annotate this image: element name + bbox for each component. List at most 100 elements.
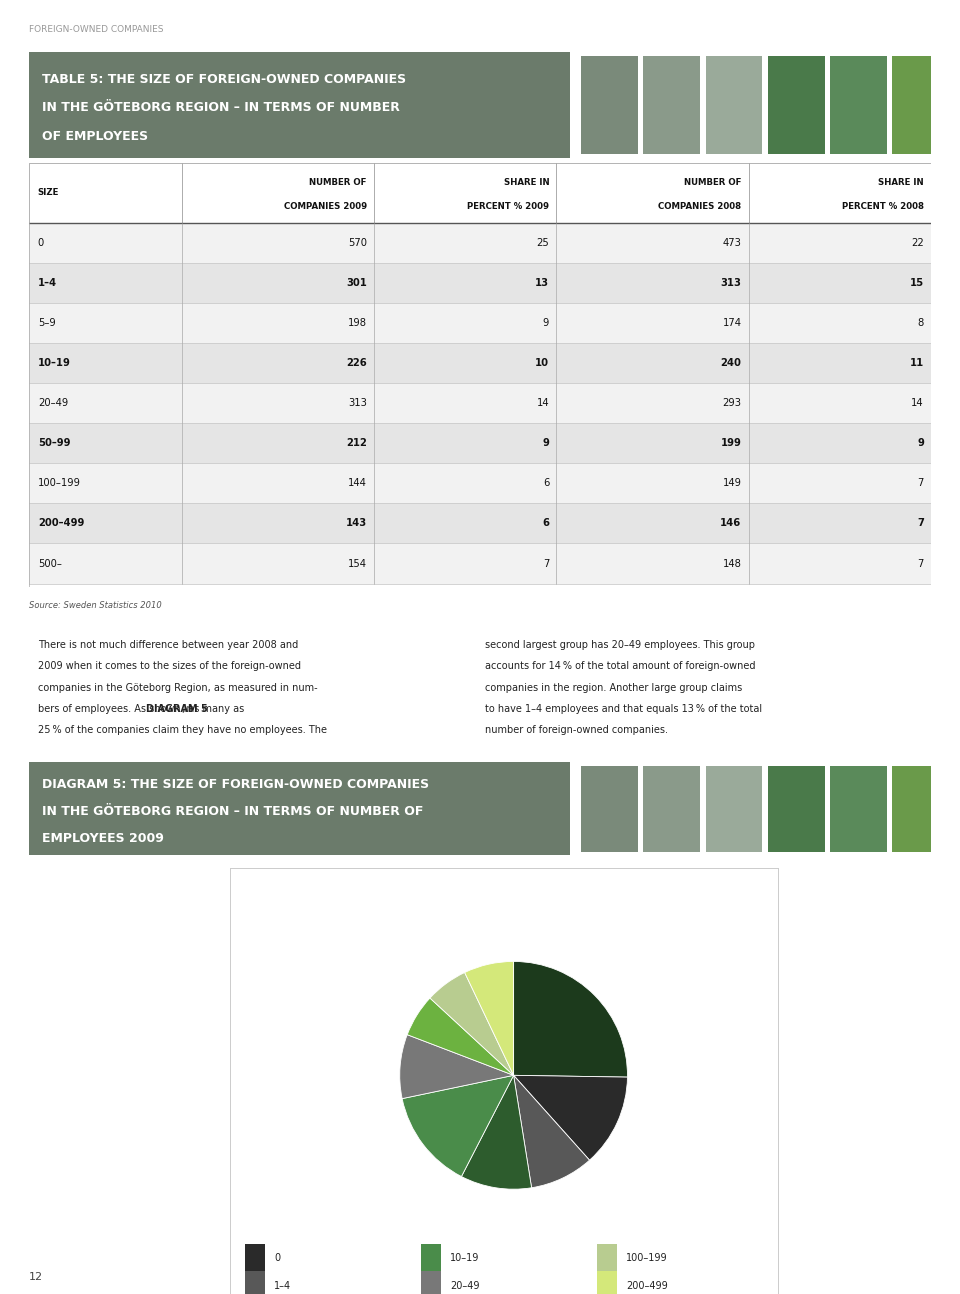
Bar (749, 343, 931, 383)
Bar (557, 343, 749, 383)
Bar (374, 223, 557, 263)
Bar (557, 503, 749, 543)
Text: 12: 12 (29, 1272, 43, 1282)
Text: 100–199: 100–199 (626, 1253, 668, 1263)
Text: TABLE 5: THE SIZE OF FOREIGN-OWNED COMPANIES: TABLE 5: THE SIZE OF FOREIGN-OWNED COMPA… (42, 72, 406, 85)
Text: 10: 10 (536, 358, 549, 367)
Text: 293: 293 (723, 399, 741, 408)
Text: DIAGRAM 5: THE SIZE OF FOREIGN-OWNED COMPANIES: DIAGRAM 5: THE SIZE OF FOREIGN-OWNED COM… (42, 778, 429, 791)
Text: 9: 9 (542, 439, 549, 448)
Text: 146: 146 (720, 519, 741, 528)
Wedge shape (430, 973, 514, 1075)
Bar (830, 766, 887, 851)
Wedge shape (399, 1035, 514, 1099)
Bar (597, 1244, 617, 1294)
Text: accounts for 14 % of the total amount of foreign-owned: accounts for 14 % of the total amount of… (485, 661, 755, 672)
Text: 10–19: 10–19 (450, 1253, 480, 1263)
Text: 6: 6 (542, 519, 549, 528)
Wedge shape (407, 998, 514, 1075)
Text: 570: 570 (348, 238, 367, 247)
Text: 0: 0 (37, 238, 44, 247)
Text: 500–: 500– (37, 559, 61, 568)
Bar (557, 423, 749, 463)
Bar (181, 383, 374, 423)
Text: 301: 301 (346, 278, 367, 287)
Bar (421, 1244, 442, 1294)
Text: SHARE IN: SHARE IN (504, 179, 549, 188)
Text: EMPLOYEES 2009: EMPLOYEES 2009 (42, 832, 164, 845)
Bar (749, 163, 931, 223)
Text: There is not much difference between year 2008 and: There is not much difference between yea… (37, 641, 298, 651)
Text: 154: 154 (348, 559, 367, 568)
Bar (749, 503, 931, 543)
Bar (768, 766, 825, 851)
Bar (893, 766, 949, 851)
Text: DIAGRAM 5: DIAGRAM 5 (146, 704, 207, 713)
Bar (29, 303, 181, 343)
Wedge shape (465, 961, 514, 1075)
Bar (181, 543, 374, 584)
Bar (29, 343, 181, 383)
Bar (643, 56, 700, 154)
Text: NUMBER OF: NUMBER OF (684, 179, 741, 188)
Bar (181, 223, 374, 263)
Text: PERCENT % 2008: PERCENT % 2008 (842, 202, 924, 211)
Text: 14: 14 (911, 399, 924, 408)
Text: 5–9: 5–9 (37, 318, 56, 327)
Bar (706, 766, 762, 851)
Bar (246, 1215, 265, 1268)
Bar (29, 163, 181, 223)
Bar (29, 543, 181, 584)
Text: 25 % of the companies claim they have no employees. The: 25 % of the companies claim they have no… (37, 725, 326, 735)
Bar (374, 423, 557, 463)
Bar (749, 543, 931, 584)
Text: 15: 15 (910, 278, 924, 287)
Bar (749, 423, 931, 463)
Bar (181, 423, 374, 463)
Bar (749, 463, 931, 503)
Bar (181, 263, 374, 303)
Bar (29, 423, 181, 463)
Text: SHARE IN: SHARE IN (878, 179, 924, 188)
Text: SIZE: SIZE (37, 189, 60, 197)
Text: 7: 7 (918, 479, 924, 488)
Bar (181, 503, 374, 543)
Text: 200–499: 200–499 (626, 1281, 668, 1290)
Bar (749, 223, 931, 263)
Text: 200–499: 200–499 (37, 519, 84, 528)
Bar (374, 343, 557, 383)
Text: 199: 199 (721, 439, 741, 448)
Text: IN THE GÖTEBORG REGION – IN TERMS OF NUMBER: IN THE GÖTEBORG REGION – IN TERMS OF NUM… (42, 101, 400, 114)
Bar (29, 52, 570, 158)
Bar (29, 383, 181, 423)
Bar (374, 503, 557, 543)
Text: 7: 7 (917, 519, 924, 528)
Bar (29, 503, 181, 543)
Bar (29, 463, 181, 503)
Bar (557, 543, 749, 584)
Bar (374, 463, 557, 503)
Bar (581, 766, 637, 851)
Text: 0: 0 (275, 1253, 280, 1263)
Bar (374, 383, 557, 423)
Text: number of foreign-owned companies.: number of foreign-owned companies. (485, 725, 667, 735)
Text: 20–49: 20–49 (37, 399, 68, 408)
Bar (374, 263, 557, 303)
Bar (421, 1215, 442, 1268)
Text: 148: 148 (723, 559, 741, 568)
Bar (749, 303, 931, 343)
Text: companies in the region. Another large group claims: companies in the region. Another large g… (485, 682, 742, 692)
Text: 1–4: 1–4 (37, 278, 57, 287)
Text: 100–199: 100–199 (37, 479, 81, 488)
Wedge shape (402, 1075, 514, 1176)
Text: PERCENT % 2009: PERCENT % 2009 (468, 202, 549, 211)
Bar (246, 1244, 265, 1294)
Text: 8: 8 (918, 318, 924, 327)
Text: 198: 198 (348, 318, 367, 327)
Text: 143: 143 (346, 519, 367, 528)
Text: , as many as: , as many as (182, 704, 245, 713)
Text: 313: 313 (721, 278, 741, 287)
Bar (706, 56, 762, 154)
Bar (29, 762, 570, 855)
Text: bers of employees. As shown in: bers of employees. As shown in (37, 704, 196, 713)
